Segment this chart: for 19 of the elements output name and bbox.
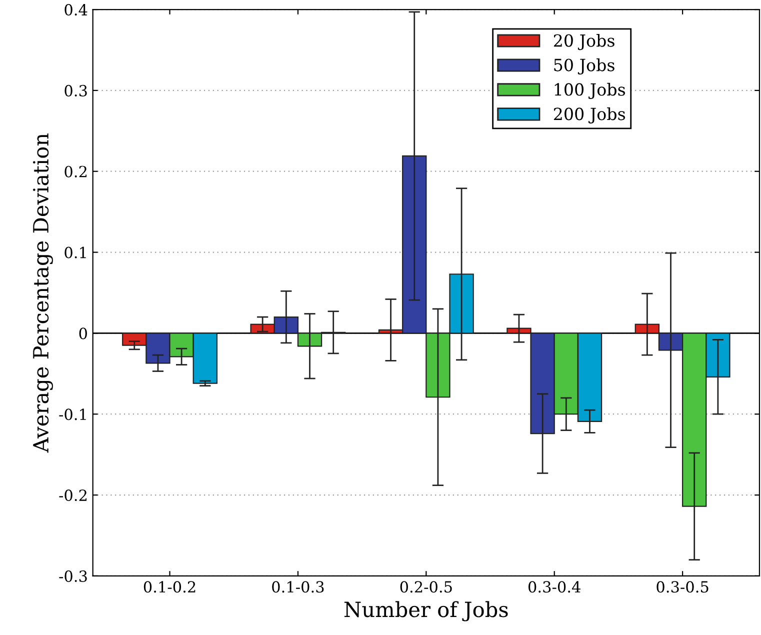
legend-label: 50 Jobs: [554, 58, 614, 75]
y-tick-label: -0.2: [59, 489, 86, 502]
x-tick-label: 0.2-0.5: [400, 581, 452, 593]
y-tick-label: 0.4: [64, 4, 88, 16]
y-tick-label: 0.3: [64, 84, 87, 96]
legend-label: 100 Jobs: [554, 82, 626, 100]
x-tick-label: 0.3-0.4: [528, 581, 580, 593]
x-axis-title: Number of Jobs: [344, 601, 508, 622]
y-tick-label: 0.1: [64, 246, 86, 258]
legend-label: 20 Jobs: [554, 34, 614, 50]
x-tick-label: 0.1-0.3: [272, 581, 324, 593]
y-tick-label: -0.3: [59, 570, 87, 582]
y-tick-label: -0.1: [59, 408, 86, 420]
x-tick-label: 0.1-0.2: [144, 581, 196, 593]
legend-label: 200 Jobs: [554, 107, 626, 124]
y-tick-label: 0: [79, 328, 87, 340]
y-axis-title: Average Percentage Deviation: [33, 133, 53, 453]
y-tick-label: 0.2: [64, 166, 86, 178]
x-tick-label: 0.3-0.5: [656, 581, 708, 593]
